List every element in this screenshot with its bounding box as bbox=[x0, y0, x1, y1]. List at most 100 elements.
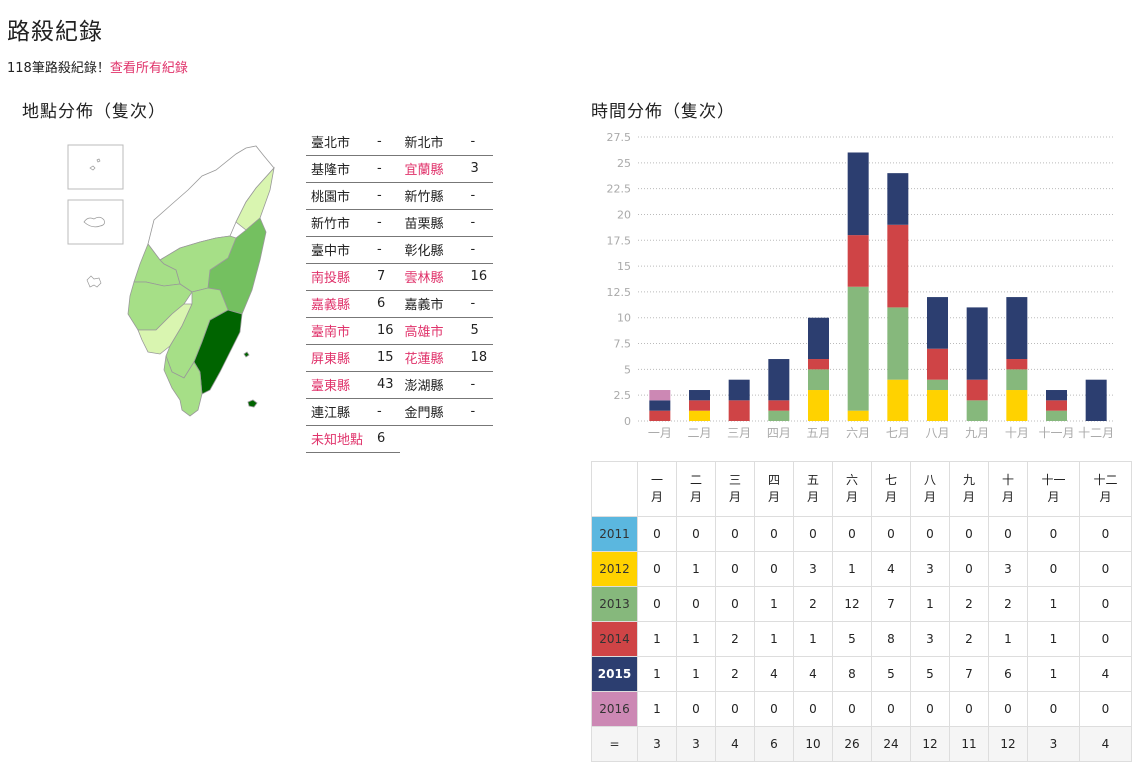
year-row: 2016 1 0 0 0 0 0 0 0 0 0 0 0 bbox=[591, 691, 1132, 727]
year-label[interactable]: 2015 bbox=[591, 656, 638, 692]
bar-segment-2012-7[interactable] bbox=[887, 379, 909, 421]
bar-segment-2012-6[interactable] bbox=[847, 410, 869, 421]
location-count: - bbox=[465, 398, 494, 426]
count-cell: 4 bbox=[793, 656, 833, 692]
bar-segment-2015-9[interactable] bbox=[966, 307, 988, 380]
y-tick-label: 20 bbox=[617, 208, 631, 221]
bar-segment-2015-4[interactable] bbox=[768, 359, 790, 401]
bar-segment-2013-5[interactable] bbox=[808, 369, 829, 391]
count-cell: 0 bbox=[754, 551, 794, 587]
location-name[interactable]: 臺東縣 bbox=[306, 371, 372, 399]
x-tick-label: 七月 bbox=[886, 426, 910, 440]
count-cell: 0 bbox=[949, 691, 989, 727]
count-cell: 0 bbox=[871, 691, 911, 727]
bar-segment-2013-10[interactable] bbox=[1006, 369, 1028, 391]
location-name[interactable]: 宜蘭縣 bbox=[399, 155, 466, 183]
bar-segment-2015-11[interactable] bbox=[1046, 390, 1067, 401]
bar-segment-2014-1[interactable] bbox=[649, 410, 671, 421]
x-tick-label: 九月 bbox=[965, 426, 989, 440]
location-name[interactable]: 屏東縣 bbox=[306, 344, 372, 372]
bar-segment-2014-5[interactable] bbox=[808, 359, 829, 370]
bar-segment-2015-6[interactable] bbox=[847, 152, 869, 236]
view-all-records-link[interactable]: 查看所有紀錄 bbox=[109, 61, 188, 76]
penghu-island bbox=[86, 275, 102, 288]
map-orchid-island[interactable] bbox=[247, 399, 258, 408]
location-name[interactable]: 臺南市 bbox=[306, 317, 372, 345]
month-header: 十一月 bbox=[1027, 461, 1080, 517]
bar-segment-2012-2[interactable] bbox=[689, 410, 710, 421]
map-green-island[interactable] bbox=[243, 351, 250, 358]
bar-segment-2015-5[interactable] bbox=[808, 317, 829, 360]
y-tick-label: 0 bbox=[624, 415, 631, 428]
count-cell: 0 bbox=[715, 586, 755, 622]
bar-segment-2012-10[interactable] bbox=[1006, 390, 1028, 421]
count-cell: 2 bbox=[988, 586, 1028, 622]
bar-segment-2015-7[interactable] bbox=[887, 173, 909, 225]
bar-segment-2014-8[interactable] bbox=[927, 348, 948, 380]
count-cell: 0 bbox=[715, 516, 755, 552]
location-name[interactable]: 雲林縣 bbox=[399, 263, 466, 291]
bar-segment-2013-11[interactable] bbox=[1046, 410, 1067, 421]
bar-segment-2012-5[interactable] bbox=[808, 390, 829, 421]
y-tick-label: 5 bbox=[624, 363, 631, 376]
bar-segment-2014-10[interactable] bbox=[1006, 359, 1028, 370]
y-tick-label: 12.5 bbox=[607, 286, 632, 299]
year-label[interactable]: 2013 bbox=[591, 586, 638, 622]
count-cell: 1 bbox=[793, 621, 833, 657]
bar-segment-2015-2[interactable] bbox=[689, 390, 710, 401]
bar-segment-2014-6[interactable] bbox=[847, 235, 869, 287]
bar-segment-2014-11[interactable] bbox=[1046, 400, 1067, 411]
bar-segment-2015-12[interactable] bbox=[1085, 379, 1107, 421]
bar-segment-2013-7[interactable] bbox=[887, 307, 909, 380]
total-cell: 24 bbox=[871, 726, 911, 762]
location-name: 新北市 bbox=[399, 128, 466, 156]
bar-segment-2012-8[interactable] bbox=[927, 390, 948, 421]
bar-segment-2014-9[interactable] bbox=[966, 379, 988, 401]
count-cell: 3 bbox=[910, 621, 950, 657]
location-name: 新竹市 bbox=[306, 209, 372, 237]
y-tick-label: 25 bbox=[617, 157, 631, 170]
location-count: 16 bbox=[372, 317, 400, 345]
bar-segment-2013-9[interactable] bbox=[966, 400, 988, 421]
year-label[interactable]: 2014 bbox=[591, 621, 638, 657]
bar-segment-2015-1[interactable] bbox=[649, 400, 671, 411]
location-name[interactable]: 未知地點 bbox=[306, 425, 372, 453]
bar-segment-2013-6[interactable] bbox=[847, 286, 869, 411]
year-row: 2013 0 0 0 1 2 12 7 1 2 2 1 0 bbox=[591, 586, 1132, 622]
count-cell: 1 bbox=[1027, 656, 1080, 692]
map-taitung[interactable] bbox=[193, 309, 243, 395]
location-name[interactable]: 高雄市 bbox=[399, 317, 466, 345]
bar-segment-2015-3[interactable] bbox=[728, 379, 750, 401]
map-yilan[interactable] bbox=[235, 166, 275, 231]
bar-segment-2014-3[interactable] bbox=[728, 400, 750, 421]
location-count: - bbox=[465, 290, 494, 318]
bar-segment-2015-10[interactable] bbox=[1006, 297, 1028, 360]
year-label[interactable]: 2016 bbox=[591, 691, 638, 727]
bar-segment-2013-8[interactable] bbox=[927, 379, 948, 391]
y-tick-label: 27.5 bbox=[607, 131, 632, 144]
count-cell: 1 bbox=[754, 621, 794, 657]
bar-segment-2016-1[interactable] bbox=[649, 390, 671, 401]
location-count: - bbox=[465, 128, 494, 156]
location-name: 彰化縣 bbox=[399, 236, 466, 264]
total-cell: 12 bbox=[910, 726, 950, 762]
y-tick-label: 22.5 bbox=[607, 183, 632, 196]
year-label[interactable]: 2012 bbox=[591, 551, 638, 587]
month-header: 五月 bbox=[793, 461, 833, 517]
count-cell: 0 bbox=[1079, 551, 1132, 587]
bar-segment-2015-8[interactable] bbox=[927, 297, 948, 349]
total-cell: 26 bbox=[832, 726, 872, 762]
y-tick-label: 2.5 bbox=[614, 389, 632, 402]
x-tick-label: 四月 bbox=[767, 426, 791, 440]
bar-segment-2013-4[interactable] bbox=[768, 410, 790, 421]
bar-segment-2014-7[interactable] bbox=[887, 224, 909, 308]
map-pingtung[interactable] bbox=[163, 355, 203, 417]
bar-segment-2014-4[interactable] bbox=[768, 400, 790, 411]
count-cell: 0 bbox=[637, 586, 677, 622]
bar-segment-2014-2[interactable] bbox=[689, 400, 710, 411]
location-name[interactable]: 嘉義縣 bbox=[306, 290, 372, 318]
location-name[interactable]: 花蓮縣 bbox=[399, 344, 466, 372]
year-label[interactable]: 2011 bbox=[591, 516, 638, 552]
count-cell: 0 bbox=[754, 691, 794, 727]
location-name[interactable]: 南投縣 bbox=[306, 263, 372, 291]
